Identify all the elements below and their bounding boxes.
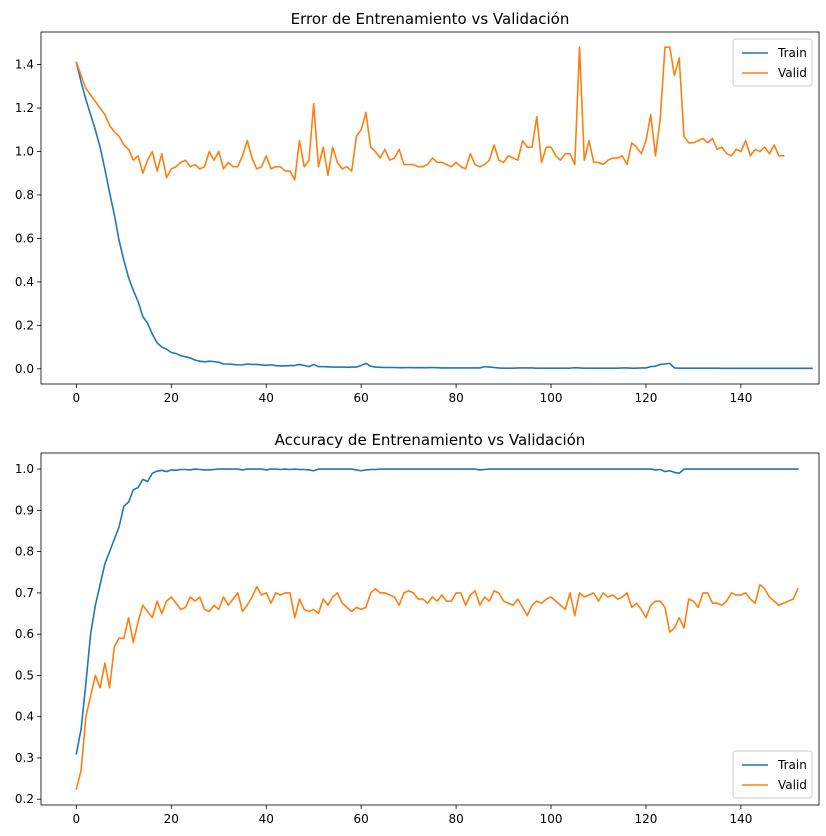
accuracy-chart-xtick-label: 20 [164, 812, 179, 826]
error-chart: Error de Entrenamiento vs Validación 0 20… [15, 10, 820, 405]
error-chart-xtick-label: 0 [73, 391, 81, 405]
accuracy-chart-xtick-label: 120 [635, 812, 658, 826]
accuracy-chart-ytick-label: 0.2 [15, 792, 34, 806]
error-chart-legend-label-train: Train [777, 46, 807, 60]
error-chart-xtick-label: 120 [635, 391, 658, 405]
accuracy-chart-series-valid-line [75, 583, 799, 790]
error-chart-legend: Train Valid [732, 38, 813, 87]
accuracy-chart-ytick-label: 0.7 [15, 586, 34, 600]
accuracy-chart-xtick-label: 140 [729, 812, 752, 826]
accuracy-chart-axes-frame [40, 452, 820, 806]
error-chart-series-valid-line [75, 46, 785, 181]
accuracy-chart-ytick-label: 0.6 [15, 627, 34, 641]
error-chart-xtick-label: 80 [448, 391, 463, 405]
accuracy-chart-ytick-label: 0.5 [15, 668, 34, 682]
error-chart-title: Error de Entrenamiento vs Validación [291, 10, 570, 28]
error-chart-ytick-label: 0.0 [15, 362, 34, 376]
error-chart-xtick-label: 100 [540, 391, 563, 405]
accuracy-chart-legend-label-train: Train [777, 758, 807, 772]
error-chart-ytick-label: 1.0 [15, 145, 34, 159]
error-chart-xtick-label: 20 [164, 391, 179, 405]
accuracy-chart-xtick-label: 40 [259, 812, 274, 826]
accuracy-chart-ytick-label: 0.8 [15, 545, 34, 559]
error-chart-series-train-line [75, 61, 813, 370]
error-chart-ytick-label: 0.6 [15, 231, 34, 245]
error-chart-legend-label-valid: Valid [778, 66, 807, 80]
accuracy-chart-legend: Train Valid [732, 750, 813, 799]
accuracy-chart-xtick-label: 0 [73, 812, 81, 826]
accuracy-chart-ytick-label: 0.3 [15, 751, 34, 765]
accuracy-chart-legend-box [732, 750, 813, 799]
accuracy-chart-xtick-label: 80 [448, 812, 463, 826]
accuracy-chart-legend-label-valid: Valid [778, 778, 807, 792]
error-chart-ytick-label: 1.2 [15, 101, 34, 115]
error-chart-ytick-label: 1.4 [15, 58, 34, 72]
error-chart-xtick-label: 140 [729, 391, 752, 405]
accuracy-chart-xtick-label: 60 [354, 812, 369, 826]
error-chart-ytick-label: 0.8 [15, 188, 34, 202]
error-chart-xtick-label: 60 [354, 391, 369, 405]
accuracy-chart-series-train-line [75, 468, 799, 755]
accuracy-chart-ytick-label: 1.0 [15, 462, 34, 476]
accuracy-chart-ytick-label: 0.4 [15, 710, 34, 724]
accuracy-chart-xtick-label: 100 [540, 812, 563, 826]
accuracy-chart-title: Accuracy de Entrenamiento vs Validación [275, 431, 586, 449]
error-chart-xtick-label: 40 [259, 391, 274, 405]
error-chart-ytick-label: 0.4 [15, 275, 34, 289]
error-chart-axes-frame [40, 31, 820, 385]
accuracy-chart-ytick-label: 0.9 [15, 503, 34, 517]
error-chart-ytick-label: 0.2 [15, 318, 34, 332]
accuracy-chart: Accuracy de Entrenamiento vs Validación … [15, 431, 820, 826]
error-chart-legend-box [732, 38, 813, 87]
